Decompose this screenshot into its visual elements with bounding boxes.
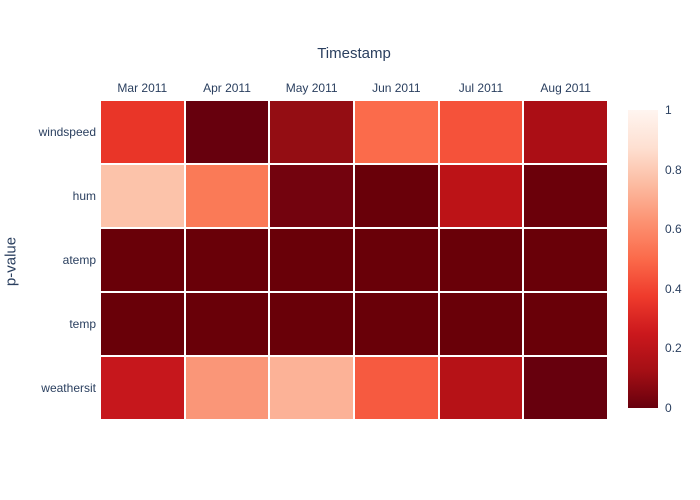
colorbar-tick-label: 0.2 xyxy=(665,341,682,356)
heatmap-cell[interactable] xyxy=(439,357,523,419)
heatmap-cell[interactable] xyxy=(439,229,523,291)
heatmap-cell[interactable] xyxy=(185,357,269,419)
colorbar-tick-label: 0.8 xyxy=(665,162,682,177)
y-tick-label: weathersit xyxy=(41,381,96,395)
x-tick-label: Aug 2011 xyxy=(540,81,591,95)
colorbar-tick-label: 1 xyxy=(665,103,672,117)
heatmap-cell[interactable] xyxy=(185,229,269,291)
heatmap-cell[interactable] xyxy=(524,293,607,355)
heatmap-cell[interactable] xyxy=(101,165,184,227)
y-tick-label: atemp xyxy=(62,253,96,267)
y-tick-label: temp xyxy=(69,317,96,331)
heatmap-cell[interactable] xyxy=(524,229,607,291)
heatmap-cell[interactable] xyxy=(524,165,607,227)
heatmap-cell[interactable] xyxy=(185,293,269,355)
x-tick-label: Apr 2011 xyxy=(203,81,251,95)
x-tick-label: May 2011 xyxy=(285,81,338,95)
heatmap-cell[interactable] xyxy=(270,101,353,163)
heatmap-cell[interactable] xyxy=(439,293,523,355)
x-axis-title: Timestamp xyxy=(317,45,391,62)
heatmap-cell[interactable] xyxy=(439,165,523,227)
heatmap-cell[interactable] xyxy=(270,357,353,419)
heatmap-cell[interactable] xyxy=(101,357,184,419)
heatmap-cell[interactable] xyxy=(185,101,269,163)
heatmap-cell[interactable] xyxy=(101,101,184,163)
heatmap-cell[interactable] xyxy=(354,229,438,291)
colorbar-tick-label: 0.6 xyxy=(665,222,682,237)
colorbar-tick-label: 0.4 xyxy=(665,281,682,296)
heatmap-cell[interactable] xyxy=(270,165,353,227)
heatmap-cell[interactable] xyxy=(354,165,438,227)
heatmap-cell[interactable] xyxy=(354,293,438,355)
heatmap-cell[interactable] xyxy=(524,357,607,419)
heatmap-cell[interactable] xyxy=(101,293,184,355)
x-tick-label: Jun 2011 xyxy=(372,81,421,95)
colorbar xyxy=(628,110,658,408)
heatmap-cell[interactable] xyxy=(185,165,269,227)
heatmap-cell[interactable] xyxy=(439,101,523,163)
heatmap-cell[interactable] xyxy=(354,357,438,419)
heatmap-cell[interactable] xyxy=(270,229,353,291)
x-tick-label: Jul 2011 xyxy=(458,81,504,95)
heatmap-grid xyxy=(101,101,607,419)
x-tick-label: Mar 2011 xyxy=(117,81,168,95)
heatmap-cell[interactable] xyxy=(524,101,607,163)
y-tick-label: windspeed xyxy=(38,125,96,139)
heatmap-cell[interactable] xyxy=(354,101,438,163)
heatmap-cell[interactable] xyxy=(270,293,353,355)
y-tick-label: hum xyxy=(72,189,96,203)
heatmap-cell[interactable] xyxy=(101,229,184,291)
colorbar-tick-label: 0 xyxy=(665,401,672,415)
